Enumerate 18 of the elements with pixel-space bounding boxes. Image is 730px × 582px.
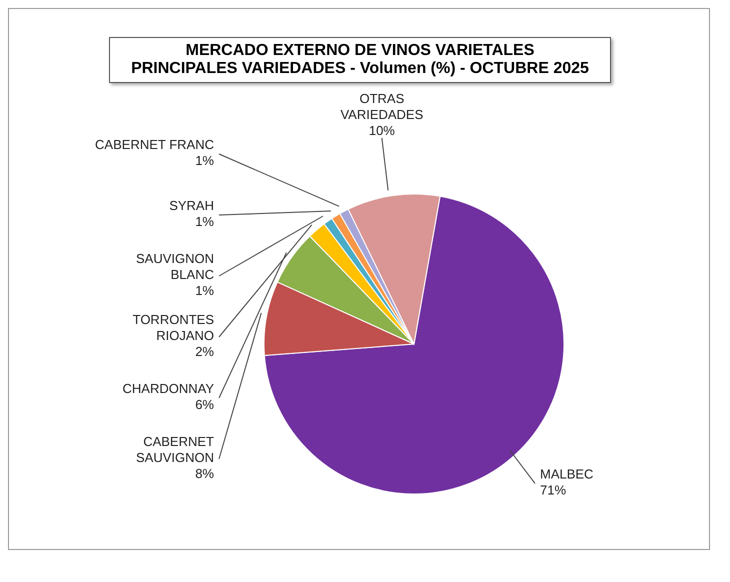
slice-label: MALBEC: [540, 466, 594, 482]
data-label: 2%: [195, 344, 214, 360]
slice-label: OTRAS VARIEDADES: [340, 91, 424, 122]
slice-label: SYRAH: [169, 198, 214, 214]
data-label: 1%: [195, 153, 214, 168]
slice-label: CABERNET SAUVIGNON: [136, 434, 214, 466]
slice-label: TORRONTES RIOJANO: [132, 312, 214, 344]
data-label: 1%: [195, 283, 214, 298]
data-label: 6%: [195, 397, 214, 412]
data-label: 8%: [195, 466, 214, 482]
chart-subtitle: PRINCIPALES VARIEDADES - Volumen (%) - OCTUBRE 2025: [130, 60, 590, 78]
slice-label: CHARDONNAY: [122, 381, 214, 396]
data-label: 10%: [368, 123, 396, 138]
chart-title: MERCADO EXTERNO DE VINOS VARIETALES: [184, 42, 536, 60]
data-label: 71%: [540, 482, 566, 498]
data-label: 1%: [195, 214, 214, 230]
slice-label: CABERNET FRANC: [95, 137, 214, 152]
slice-label: SAUVIGNON BLANC: [136, 251, 214, 282]
